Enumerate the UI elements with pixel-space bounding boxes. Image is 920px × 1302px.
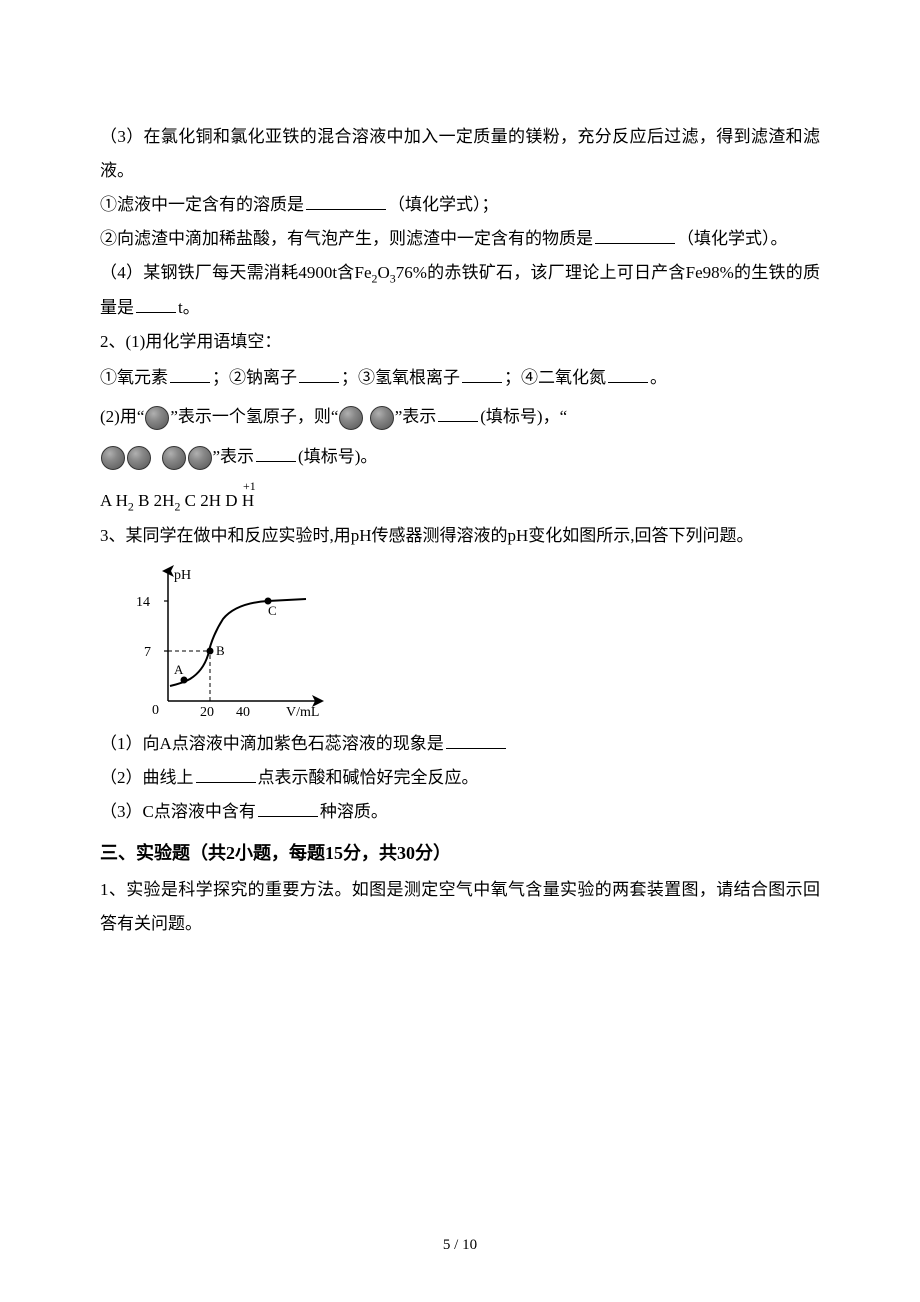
q1-4-a: （4）某钢铁厂每天需消耗4900t含Fe [100, 263, 372, 282]
atom-circle-icon [370, 406, 394, 430]
q2-p2-e: ”表示 [213, 447, 255, 466]
svg-text:B: B [216, 643, 225, 658]
q2-l1-c: ；③氢氧根离子 [341, 368, 460, 387]
atom-circle-icon [127, 446, 151, 470]
blank [446, 731, 506, 750]
svg-text:0: 0 [152, 703, 159, 718]
blank [196, 765, 256, 784]
q3-s2: （2）曲线上 点表示酸和碱恰好完全反应。 [100, 761, 820, 795]
svg-text:20: 20 [200, 705, 214, 720]
q3-s2-b: 点表示酸和碱恰好完全反应。 [258, 768, 479, 787]
svg-text:V/mL: V/mL [286, 705, 319, 720]
opt-b: B 2H [134, 491, 175, 510]
q3-intro: 3、某同学在做中和反应实验时,用pH传感器测得溶液的pH变化如图所示,回答下列问… [100, 519, 820, 553]
q1-4-c: t。 [178, 298, 200, 317]
q1-3-sub2-b: （填化学式）。 [677, 229, 788, 248]
q1-3-sub1-a: ①滤液中一定含有的溶质是 [100, 195, 304, 214]
q3-s1-a: （1）向A点溶液中滴加紫色石蕊溶液的现象是 [100, 734, 444, 753]
blank [170, 365, 210, 384]
section3-title: 三、实验题（共2小题，每题15分，共30分） [100, 835, 820, 871]
blank [306, 191, 386, 210]
q3-s3-b: 种溶质。 [320, 802, 388, 821]
q2-options: A H2 B 2H2 C 2H D +1H [100, 484, 820, 519]
q2-p2-d: (填标号)，“ [480, 407, 567, 426]
q3-s1: （1）向A点溶液中滴加紫色石蕊溶液的现象是 [100, 727, 820, 761]
blank [136, 295, 176, 314]
blank [299, 365, 339, 384]
q1-3-intro: （3）在氯化铜和氯化亚铁的混合溶液中加入一定质量的镁粉，充分反应后过滤，得到滤渣… [100, 120, 820, 188]
svg-text:pH: pH [174, 568, 191, 583]
atom-circle-icon [101, 446, 125, 470]
svg-text:7: 7 [144, 645, 151, 660]
q3-s3-a: （3）C点溶液中含有 [100, 802, 256, 821]
q2-p2-f: (填标号)。 [298, 447, 377, 466]
q3-s2-a: （2）曲线上 [100, 768, 194, 787]
q1-4: （4）某钢铁厂每天需消耗4900t含Fe2O376%的赤铁矿石，该厂理论上可日产… [100, 256, 820, 325]
q2-p2-a: (2)用“ [100, 407, 144, 426]
q1-3-sub1-b: （填化学式）； [388, 195, 499, 214]
ph-chart: 14 7 0 20 40 A B C pH V/mL [128, 561, 338, 721]
section3-q1: 1、实验是科学探究的重要方法。如图是测定空气中氧气含量实验的两套装置图，请结合图… [100, 873, 820, 941]
q2-l1-a: ①氧元素 [100, 368, 168, 387]
q2-l1-b: ；②钠离子 [212, 368, 297, 387]
atom-circle-icon [339, 406, 363, 430]
q2-l1-e: 。 [650, 368, 667, 387]
q2-p2-line1: (2)用“ ”表示一个氢原子，则“ ”表示 (填标号)，“ [100, 397, 820, 438]
fe-o: O [377, 263, 389, 282]
atom-circle-icon [188, 446, 212, 470]
opt-c: C 2H D [180, 491, 241, 510]
q2-p2-c: ”表示 [395, 407, 437, 426]
q2-head: 2、(1)用化学用语填空： [100, 325, 820, 359]
svg-text:14: 14 [136, 595, 150, 610]
opt-a: A H [100, 491, 128, 510]
q2-p2-b: ”表示一个氢原子，则“ [170, 407, 338, 426]
svg-text:A: A [174, 662, 184, 677]
q2-l1-d: ；④二氧化氮 [504, 368, 606, 387]
q1-3-sub2-a: ②向滤渣中滴加稀盐酸，有气泡产生，则滤渣中一定含有的物质是 [100, 229, 593, 248]
opt-d-sup: +1 [243, 475, 256, 499]
atom-circle-icon [145, 406, 169, 430]
blank [258, 799, 318, 818]
q1-3-sub2: ②向滤渣中滴加稀盐酸，有气泡产生，则滤渣中一定含有的物质是 （填化学式）。 [100, 222, 820, 256]
blank [595, 225, 675, 244]
q1-3-sub1: ①滤液中一定含有的溶质是 （填化学式）； [100, 188, 820, 222]
atom-circle-icon [162, 446, 186, 470]
svg-text:40: 40 [236, 705, 250, 720]
blank [256, 444, 296, 463]
svg-text:C: C [268, 603, 277, 618]
q2-p2-line2: ”表示 (填标号)。 [100, 437, 820, 478]
blank [438, 403, 478, 422]
blank [608, 365, 648, 384]
page-number: 5 / 10 [0, 1230, 920, 1260]
q2-line1: ①氧元素 ；②钠离子 ；③氢氧根离子 ；④二氧化氮 。 [100, 359, 820, 396]
q3-s3: （3）C点溶液中含有 种溶质。 [100, 795, 820, 829]
blank [462, 365, 502, 384]
